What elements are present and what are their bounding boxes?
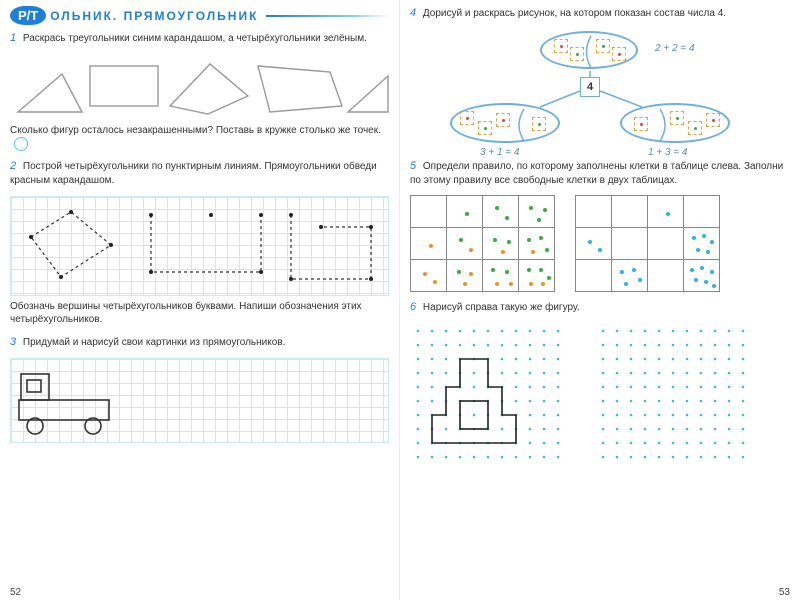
- task-1b: Сколько фигур осталось незакрашенными? П…: [10, 124, 389, 152]
- table-cell: [483, 196, 519, 228]
- table-cell: [612, 260, 648, 292]
- title-underline: [266, 15, 389, 17]
- task-text: Сколько фигур осталось незакрашенными? П…: [10, 125, 381, 136]
- task-text: Определи правило, по которому заполнены …: [410, 161, 783, 186]
- task-number: 5: [410, 160, 416, 172]
- table-cell: [684, 228, 720, 260]
- table-cell: [648, 260, 684, 292]
- truck-svg: [15, 368, 125, 438]
- dotgrid-right: [595, 323, 760, 468]
- task-2b: Обозначь вершины четырёхугольников буква…: [10, 300, 389, 327]
- task-text: Придумай и нарисуй свои картинки из прям…: [23, 337, 286, 348]
- page-number-left: 52: [10, 587, 21, 598]
- task-4: 4 Дорисуй и раскрась рисунок, на котором…: [410, 6, 790, 21]
- task-text: Раскрась треугольники синим карандашом, …: [23, 33, 367, 44]
- eq-right: 1 + 3 = 4: [648, 147, 687, 158]
- oval-left: [450, 103, 560, 143]
- table-cell: [576, 196, 612, 228]
- page-left: Р/Т ОЛЬНИК. ПРЯМОУГОЛЬНИК 1 Раскрась тре…: [0, 0, 400, 600]
- table-cell: [576, 228, 612, 260]
- table-right: [575, 195, 720, 292]
- badge: Р/Т: [10, 6, 46, 25]
- table-cell: [411, 196, 447, 228]
- task-1: 1 Раскрась треугольники синим карандашом…: [10, 31, 389, 46]
- dotgrid-left: [410, 323, 575, 468]
- task-text: Построй четырёхугольники по пунктирным л…: [10, 161, 377, 186]
- table-left: [410, 195, 555, 292]
- grid-truck: [10, 358, 389, 443]
- table-cell: [648, 228, 684, 260]
- table-cell: [684, 260, 720, 292]
- table-cell: [447, 260, 483, 292]
- task-number: 1: [10, 32, 16, 44]
- dotgrid-area: [410, 323, 790, 468]
- tables-area: [410, 195, 790, 292]
- table-cell: [447, 228, 483, 260]
- table-cell: [519, 228, 555, 260]
- task-6: 6 Нарисуй справа такую же фигуру.: [410, 300, 790, 315]
- task-3: 3 Придумай и нарисуй свои картинки из пр…: [10, 335, 389, 350]
- table-cell: [612, 196, 648, 228]
- table-cell: [483, 228, 519, 260]
- task-number: 3: [10, 336, 16, 348]
- table-cell: [519, 260, 555, 292]
- dotted-shapes-svg: [11, 197, 388, 295]
- grid-quadrilaterals: [10, 196, 389, 296]
- header: Р/Т ОЛЬНИК. ПРЯМОУГОЛЬНИК: [10, 6, 389, 25]
- task-text: Нарисуй справа такую же фигуру.: [423, 302, 580, 313]
- table-cell: [519, 196, 555, 228]
- table-cell: [411, 228, 447, 260]
- task-5: 5 Определи правило, по которому заполнен…: [410, 159, 790, 187]
- task-2: 2 Построй четырёхугольники по пунктирным…: [10, 159, 389, 187]
- task-number: 4: [410, 7, 416, 19]
- page-right: 4 Дорисуй и раскрась рисунок, на котором…: [400, 0, 800, 600]
- task-text: Обозначь вершины четырёхугольников буква…: [10, 301, 362, 326]
- composition-diagram: 2 + 2 = 4 4 3 + 1 = 4: [410, 29, 790, 159]
- table-cell: [576, 260, 612, 292]
- page-number-right: 53: [779, 587, 790, 598]
- task-number: 6: [410, 301, 416, 313]
- table-cell: [612, 228, 648, 260]
- table-cell: [411, 260, 447, 292]
- shapes-svg: [10, 54, 390, 124]
- oval-right: [620, 103, 730, 143]
- table-cell: [483, 260, 519, 292]
- answer-circle[interactable]: [14, 137, 28, 151]
- table-cell: [648, 196, 684, 228]
- task-number: 2: [10, 160, 16, 172]
- eq-left: 3 + 1 = 4: [480, 147, 519, 158]
- task-text: Дорисуй и раскрась рисунок, на котором п…: [423, 8, 726, 19]
- page-title: ОЛЬНИК. ПРЯМОУГОЛЬНИК: [50, 9, 258, 23]
- shapes-area: [10, 54, 389, 124]
- table-cell: [447, 196, 483, 228]
- table-cell: [684, 196, 720, 228]
